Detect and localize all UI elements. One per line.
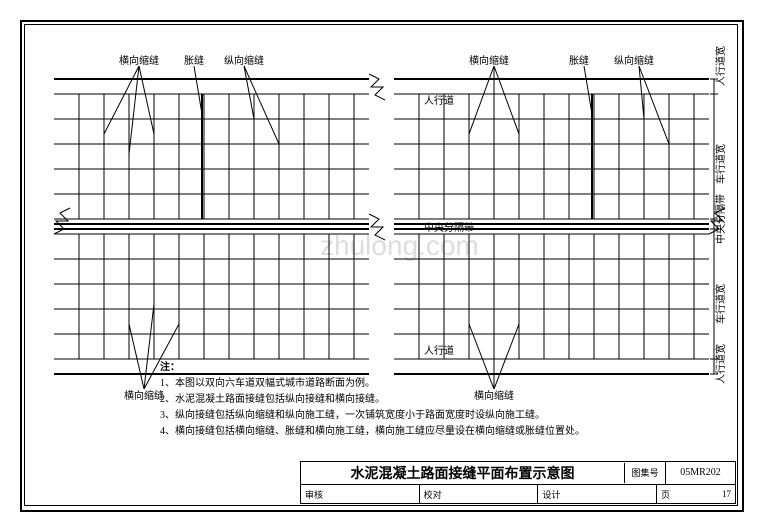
code-label: 图集号	[625, 462, 666, 484]
label-sidewalk-bot: 人行道	[424, 344, 454, 357]
dim-median: 中央分隔带	[714, 194, 727, 244]
page-value: 17	[722, 489, 731, 499]
label-top-left-b: 胀缝	[184, 54, 204, 67]
meta-design: 设计	[542, 488, 560, 501]
note-3: 3、纵向接缝包括纵向缩缝和纵向施工缝，一次铺筑宽度小于路面宽度时设纵向施工缝。	[160, 408, 585, 424]
dim-sidewalk-top: 人行道宽	[714, 46, 727, 86]
label-top-right-c: 纵向缩缝	[614, 54, 654, 67]
code-value: 05MR202	[666, 462, 735, 484]
title-block: 水泥混凝土路面接缝平面布置示意图 图集号 05MR202 审核 校对 设计 页 …	[300, 461, 736, 504]
dim-sidewalk-bot: 人行道宽	[714, 344, 727, 384]
note-1: 1、本图以双向六车道双幅式城市道路断面为例。	[160, 376, 585, 392]
label-top-right-a: 横向缩缝	[469, 54, 509, 67]
drawing-title: 水泥混凝土路面接缝平面布置示意图	[301, 463, 625, 483]
label-bottom-left: 横向缩缝	[124, 389, 164, 402]
label-top-left-c: 纵向缩缝	[224, 54, 264, 67]
label-median: 中央分隔带	[424, 221, 474, 234]
dim-lane-bot: 车行道宽	[714, 284, 727, 324]
label-top-right-b: 胀缝	[569, 54, 589, 67]
page-label: 页	[661, 488, 670, 501]
note-4: 4、横向接缝包括横向缩缝、胀缝和横向施工缝，横向施工缝应尽量设在横向缩缝或胀缝位…	[160, 424, 585, 440]
dim-lane-top: 车行道宽	[714, 144, 727, 184]
meta-check: 校对	[424, 488, 442, 501]
label-sidewalk-top: 人行道	[424, 94, 454, 107]
meta-review: 审核	[305, 488, 323, 501]
note-2: 2、水泥混凝土路面接缝包括纵向接缝和横向接缝。	[160, 392, 585, 408]
label-top-left-a: 横向缩缝	[119, 54, 159, 67]
notes-heading: 注：	[160, 360, 585, 376]
notes-block: 注： 1、本图以双向六车道双幅式城市道路断面为例。 2、水泥混凝土路面接缝包括纵…	[160, 360, 585, 440]
